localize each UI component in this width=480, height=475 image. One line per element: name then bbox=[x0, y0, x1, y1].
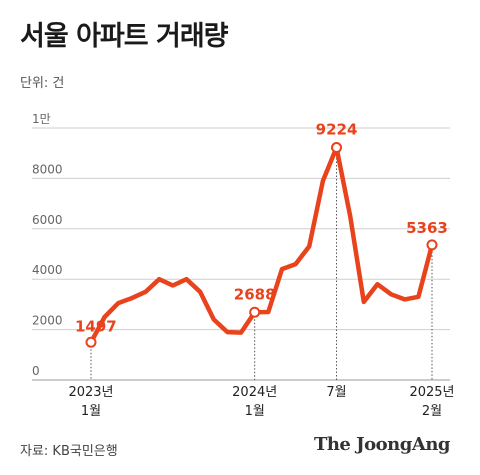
data-point-marker bbox=[85, 336, 97, 348]
x-tick-label: 1월 bbox=[245, 404, 265, 419]
grid-layer: 0 2000 4000 6000 8000 1만 bbox=[32, 112, 450, 381]
chart-title: 서울 아파트 거래량 bbox=[20, 21, 229, 52]
marker-layer bbox=[85, 142, 438, 348]
unit-label: 단위: 건 bbox=[20, 76, 65, 91]
source-note: 자료: KB국민은행 bbox=[20, 444, 118, 459]
data-label: 5363 bbox=[406, 219, 448, 237]
data-point-marker bbox=[331, 142, 343, 154]
y-tick-label: 0 bbox=[32, 364, 40, 378]
x-tick-label: 2024년 bbox=[232, 385, 277, 400]
brand-logo: The JoongAng bbox=[313, 434, 451, 455]
y-tick-label: 4000 bbox=[32, 263, 63, 277]
data-point-marker bbox=[426, 239, 438, 251]
x-tick-label: 7월 bbox=[326, 385, 346, 400]
x-tick-label: 2023년 bbox=[68, 385, 113, 400]
data-label: 2688 bbox=[234, 285, 276, 303]
data-point-marker bbox=[249, 306, 261, 318]
x-tick-label: 2025년 bbox=[409, 385, 454, 400]
data-label: 1497 bbox=[75, 317, 117, 335]
label-layer: 1497 2688 9224 5363 bbox=[75, 121, 448, 336]
x-axis-layer: 2023년 1월 2024년 1월 7월 2025년 2월 bbox=[68, 385, 454, 419]
x-tick-label: 2월 bbox=[422, 404, 442, 419]
data-label: 9224 bbox=[316, 121, 358, 139]
series-line bbox=[88, 145, 435, 345]
y-tick-label: 1만 bbox=[32, 112, 51, 126]
y-tick-label: 6000 bbox=[32, 213, 63, 227]
x-tick-label: 1월 bbox=[81, 404, 101, 419]
y-tick-label: 2000 bbox=[32, 314, 63, 328]
y-tick-label: 8000 bbox=[32, 162, 63, 176]
line-layer bbox=[88, 145, 435, 345]
guide-layer bbox=[90, 147, 433, 380]
